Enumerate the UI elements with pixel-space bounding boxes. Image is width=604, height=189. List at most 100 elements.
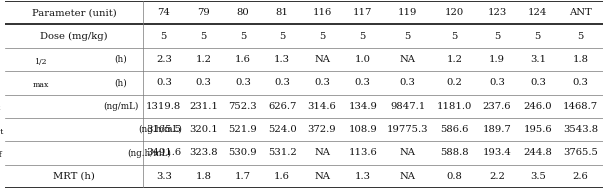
Text: MRT (h): MRT (h) bbox=[53, 172, 95, 181]
Text: 113.6: 113.6 bbox=[349, 149, 377, 157]
Text: 1.0: 1.0 bbox=[355, 55, 371, 64]
Text: 189.7: 189.7 bbox=[483, 125, 512, 134]
Text: 0.3: 0.3 bbox=[274, 78, 290, 87]
Text: 237.6: 237.6 bbox=[483, 102, 512, 111]
Text: 5: 5 bbox=[405, 32, 411, 40]
Text: 231.1: 231.1 bbox=[189, 102, 218, 111]
Text: 108.9: 108.9 bbox=[349, 125, 377, 134]
Text: 0.3: 0.3 bbox=[355, 78, 371, 87]
Text: 1.8: 1.8 bbox=[573, 55, 588, 64]
Text: max: max bbox=[0, 105, 1, 112]
Text: 1.6: 1.6 bbox=[274, 172, 290, 181]
Text: 0.8: 0.8 bbox=[446, 172, 462, 181]
Text: 5: 5 bbox=[451, 32, 458, 40]
Text: 0.3: 0.3 bbox=[196, 78, 212, 87]
Text: Dose (mg/kg): Dose (mg/kg) bbox=[40, 31, 108, 41]
Text: 1.2: 1.2 bbox=[446, 55, 463, 64]
Text: 0.3: 0.3 bbox=[573, 78, 588, 87]
Text: 3491.6: 3491.6 bbox=[146, 149, 181, 157]
Text: 5: 5 bbox=[535, 32, 541, 40]
Text: 0.3: 0.3 bbox=[489, 78, 505, 87]
Text: 124: 124 bbox=[528, 8, 547, 17]
Text: 1.6: 1.6 bbox=[235, 55, 251, 64]
Text: 2.2: 2.2 bbox=[489, 172, 505, 181]
Text: 524.0: 524.0 bbox=[268, 125, 297, 134]
Text: 74: 74 bbox=[158, 8, 170, 17]
Text: 586.6: 586.6 bbox=[440, 125, 469, 134]
Text: NA: NA bbox=[314, 149, 330, 157]
Text: 1.7: 1.7 bbox=[235, 172, 251, 181]
Text: 9847.1: 9847.1 bbox=[390, 102, 425, 111]
Text: 3543.8: 3543.8 bbox=[563, 125, 598, 134]
Text: NA: NA bbox=[400, 172, 416, 181]
Text: NA: NA bbox=[314, 55, 330, 64]
Text: 3.1: 3.1 bbox=[530, 55, 546, 64]
Text: 80: 80 bbox=[237, 8, 249, 17]
Text: 0.3: 0.3 bbox=[235, 78, 251, 87]
Text: 1.9: 1.9 bbox=[489, 55, 505, 64]
Text: 1.3: 1.3 bbox=[274, 55, 290, 64]
Text: 120: 120 bbox=[445, 8, 464, 17]
Text: 0.2: 0.2 bbox=[446, 78, 462, 87]
Text: 752.3: 752.3 bbox=[229, 102, 257, 111]
Text: 195.6: 195.6 bbox=[524, 125, 552, 134]
Text: 5: 5 bbox=[359, 32, 366, 40]
Text: 1468.7: 1468.7 bbox=[563, 102, 598, 111]
Text: 3165.5: 3165.5 bbox=[146, 125, 181, 134]
Text: 246.0: 246.0 bbox=[524, 102, 552, 111]
Text: 134.9: 134.9 bbox=[349, 102, 378, 111]
Text: ANT: ANT bbox=[569, 8, 592, 17]
Text: 1319.8: 1319.8 bbox=[146, 102, 181, 111]
Text: 0.3: 0.3 bbox=[530, 78, 546, 87]
Text: NA: NA bbox=[400, 149, 416, 157]
Text: 0.3: 0.3 bbox=[314, 78, 330, 87]
Text: inf: inf bbox=[0, 151, 2, 159]
Text: (ng/mL): (ng/mL) bbox=[103, 102, 138, 111]
Text: 123: 123 bbox=[487, 8, 507, 17]
Text: 81: 81 bbox=[275, 8, 289, 17]
Text: 372.9: 372.9 bbox=[307, 125, 336, 134]
Text: 1.3: 1.3 bbox=[355, 172, 371, 181]
Text: (h): (h) bbox=[115, 78, 127, 87]
Text: 117: 117 bbox=[353, 8, 373, 17]
Text: last: last bbox=[0, 128, 4, 136]
Text: 79: 79 bbox=[198, 8, 210, 17]
Text: 193.4: 193.4 bbox=[483, 149, 512, 157]
Text: 531.2: 531.2 bbox=[268, 149, 297, 157]
Text: 19775.3: 19775.3 bbox=[387, 125, 428, 134]
Text: NA: NA bbox=[314, 172, 330, 181]
Text: (ng.h/mL): (ng.h/mL) bbox=[127, 148, 171, 158]
Text: 1.2: 1.2 bbox=[196, 55, 212, 64]
Text: 5: 5 bbox=[240, 32, 246, 40]
Text: 3.3: 3.3 bbox=[156, 172, 172, 181]
Text: 1.8: 1.8 bbox=[196, 172, 212, 181]
Text: 626.7: 626.7 bbox=[268, 102, 296, 111]
Text: (ng.h/mL): (ng.h/mL) bbox=[138, 125, 182, 134]
Text: 5: 5 bbox=[319, 32, 325, 40]
Text: 119: 119 bbox=[398, 8, 417, 17]
Text: 5: 5 bbox=[494, 32, 500, 40]
Text: NA: NA bbox=[400, 55, 416, 64]
Text: 530.9: 530.9 bbox=[229, 149, 257, 157]
Text: 521.9: 521.9 bbox=[228, 125, 257, 134]
Text: 5: 5 bbox=[201, 32, 207, 40]
Text: 0.3: 0.3 bbox=[156, 78, 172, 87]
Text: 3.5: 3.5 bbox=[530, 172, 546, 181]
Text: 5: 5 bbox=[161, 32, 167, 40]
Text: 323.8: 323.8 bbox=[190, 149, 218, 157]
Text: (h): (h) bbox=[115, 55, 127, 64]
Text: 2.3: 2.3 bbox=[156, 55, 172, 64]
Text: 1181.0: 1181.0 bbox=[437, 102, 472, 111]
Text: 244.8: 244.8 bbox=[524, 149, 552, 157]
Text: 3765.5: 3765.5 bbox=[563, 149, 598, 157]
Text: 0.3: 0.3 bbox=[400, 78, 416, 87]
Text: 320.1: 320.1 bbox=[190, 125, 218, 134]
Text: 588.8: 588.8 bbox=[440, 149, 469, 157]
Text: 314.6: 314.6 bbox=[307, 102, 336, 111]
Text: 1/2: 1/2 bbox=[34, 58, 47, 66]
Text: 5: 5 bbox=[279, 32, 285, 40]
Text: Parameter (unit): Parameter (unit) bbox=[32, 8, 117, 17]
Text: 2.6: 2.6 bbox=[573, 172, 588, 181]
Text: 5: 5 bbox=[577, 32, 583, 40]
Text: 116: 116 bbox=[312, 8, 332, 17]
